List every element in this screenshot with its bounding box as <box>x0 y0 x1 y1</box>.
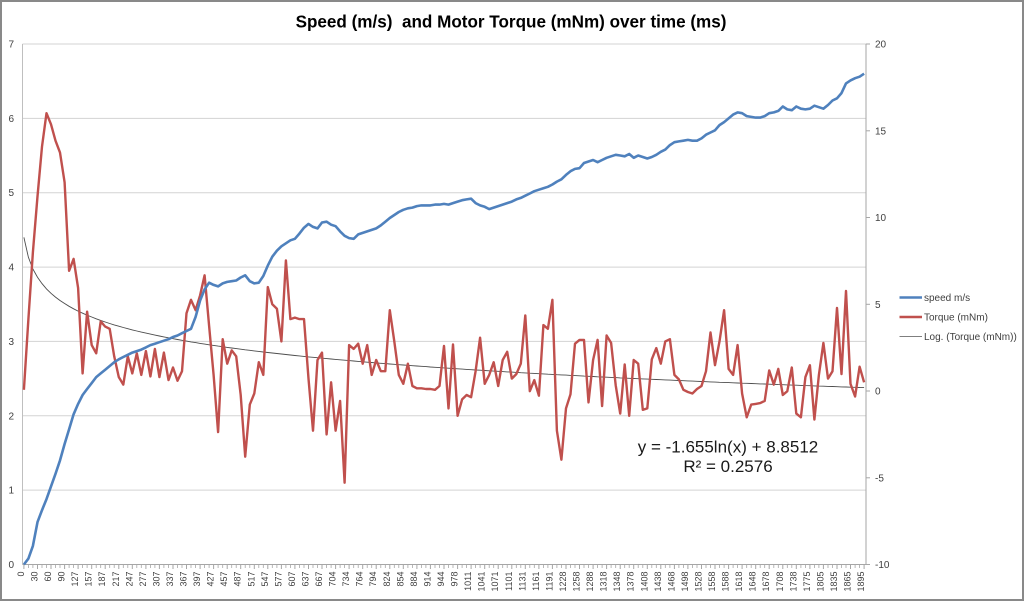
svg-text:247: 247 <box>124 572 134 587</box>
svg-text:1468: 1468 <box>666 572 676 592</box>
svg-text:1258: 1258 <box>572 572 582 592</box>
svg-text:577: 577 <box>273 572 283 587</box>
svg-text:2: 2 <box>8 411 14 422</box>
svg-text:1498: 1498 <box>680 572 690 592</box>
svg-text:-5: -5 <box>875 473 884 484</box>
svg-text:487: 487 <box>233 572 243 587</box>
svg-text:1378: 1378 <box>626 572 636 592</box>
svg-text:217: 217 <box>111 572 121 587</box>
svg-text:734: 734 <box>341 572 351 587</box>
svg-text:Speed (m/s) and Motor Torque: Speed (m/s) and Motor Torque (mNm) over … <box>296 13 727 32</box>
svg-text:397: 397 <box>192 572 202 587</box>
svg-text:5: 5 <box>8 188 14 199</box>
svg-text:1438: 1438 <box>653 572 663 592</box>
svg-text:367: 367 <box>179 572 189 587</box>
svg-text:1228: 1228 <box>558 572 568 592</box>
svg-text:speed m/s: speed m/s <box>924 293 970 304</box>
svg-text:1678: 1678 <box>761 572 771 592</box>
svg-text:1071: 1071 <box>490 572 500 592</box>
svg-text:7: 7 <box>8 40 14 51</box>
svg-text:187: 187 <box>97 572 107 587</box>
svg-text:884: 884 <box>409 572 419 587</box>
svg-text:6: 6 <box>8 114 14 125</box>
svg-text:1131: 1131 <box>517 572 527 591</box>
svg-text:824: 824 <box>382 572 392 587</box>
svg-text:607: 607 <box>287 572 297 587</box>
svg-text:157: 157 <box>84 572 94 587</box>
svg-text:1101: 1101 <box>504 572 514 591</box>
svg-text:457: 457 <box>219 572 229 587</box>
svg-text:127: 127 <box>70 572 80 587</box>
svg-text:R² = 0.2576: R² = 0.2576 <box>683 457 772 476</box>
svg-text:667: 667 <box>314 572 324 587</box>
svg-text:1318: 1318 <box>599 572 609 592</box>
svg-text:547: 547 <box>260 572 270 587</box>
svg-text:307: 307 <box>151 572 161 587</box>
svg-text:1161: 1161 <box>531 572 541 591</box>
svg-text:277: 277 <box>138 572 148 587</box>
svg-text:1648: 1648 <box>748 572 758 592</box>
svg-text:978: 978 <box>450 572 460 587</box>
svg-text:20: 20 <box>875 40 887 51</box>
svg-text:5: 5 <box>875 300 881 311</box>
svg-text:944: 944 <box>436 572 446 587</box>
svg-text:4: 4 <box>8 263 14 274</box>
svg-text:1708: 1708 <box>775 572 785 592</box>
svg-text:1191: 1191 <box>544 572 554 591</box>
svg-text:794: 794 <box>368 572 378 587</box>
svg-text:337: 337 <box>165 572 175 587</box>
svg-text:1041: 1041 <box>477 572 487 592</box>
svg-text:-10: -10 <box>875 560 890 571</box>
svg-text:1558: 1558 <box>707 572 717 592</box>
svg-text:30: 30 <box>30 572 40 582</box>
svg-text:427: 427 <box>206 572 216 587</box>
svg-text:60: 60 <box>43 572 53 582</box>
svg-text:Log. (Torque (mNm)): Log. (Torque (mNm)) <box>924 332 1017 343</box>
svg-text:1738: 1738 <box>788 572 798 592</box>
svg-text:1805: 1805 <box>815 572 825 592</box>
svg-text:854: 854 <box>395 572 405 587</box>
svg-text:1348: 1348 <box>612 572 622 592</box>
svg-text:Torque (mNm): Torque (mNm) <box>924 313 988 324</box>
svg-text:1895: 1895 <box>856 572 866 592</box>
svg-text:1288: 1288 <box>585 572 595 592</box>
svg-text:1775: 1775 <box>802 572 812 592</box>
svg-text:1: 1 <box>8 486 14 497</box>
svg-text:15: 15 <box>875 126 887 137</box>
svg-text:1408: 1408 <box>639 572 649 592</box>
svg-text:517: 517 <box>246 572 256 587</box>
svg-text:10: 10 <box>875 213 887 224</box>
svg-text:90: 90 <box>57 572 67 582</box>
svg-text:1011: 1011 <box>463 572 473 591</box>
svg-text:1618: 1618 <box>734 572 744 592</box>
svg-text:704: 704 <box>328 572 338 587</box>
svg-text:1528: 1528 <box>694 572 704 592</box>
svg-text:0: 0 <box>875 387 881 398</box>
svg-text:0: 0 <box>8 560 14 571</box>
svg-text:y = -1.655ln(x) + 8.8512: y = -1.655ln(x) + 8.8512 <box>638 438 819 457</box>
svg-text:637: 637 <box>301 572 311 587</box>
svg-text:0: 0 <box>16 572 26 577</box>
svg-text:764: 764 <box>355 572 365 587</box>
svg-text:1835: 1835 <box>829 572 839 592</box>
svg-text:3: 3 <box>8 337 14 348</box>
svg-text:1588: 1588 <box>721 572 731 592</box>
svg-text:1865: 1865 <box>843 572 853 592</box>
svg-text:914: 914 <box>422 572 432 587</box>
